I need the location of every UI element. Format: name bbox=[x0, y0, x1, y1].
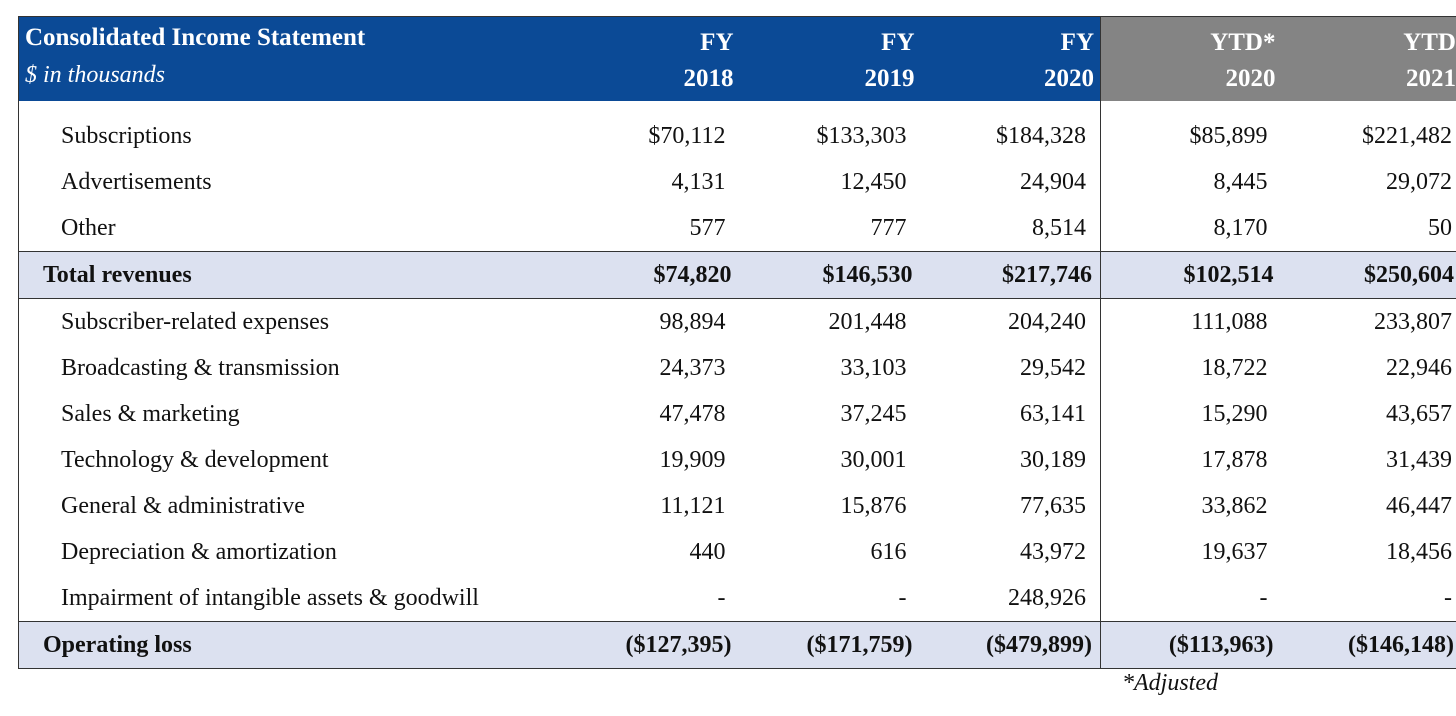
table-row: Subscriptions $70,112 $133,303 $184,328 $85,… bbox=[19, 101, 1456, 159]
row-label: Advertisements bbox=[61, 168, 212, 195]
cell-value: 15,876 bbox=[840, 492, 907, 519]
table-row: Broadcasting & transmission 24,373 33,103 2… bbox=[19, 345, 1456, 391]
cell-value: 18,456 bbox=[1386, 538, 1452, 565]
cell-value: 4,131 bbox=[671, 168, 726, 195]
cell-value: - bbox=[717, 584, 726, 611]
cell-value: 46,447 bbox=[1386, 492, 1452, 519]
column-header-fy2019: FY 2019 bbox=[739, 16, 921, 101]
table-row: Advertisements 4,131 12,450 24,904 8,445 29,0… bbox=[19, 159, 1456, 205]
cell-value: 616 bbox=[870, 538, 907, 565]
cell-value: 15,290 bbox=[1100, 391, 1282, 437]
cell-value: ($479,899) bbox=[920, 621, 1101, 669]
row-label: Broadcasting & transmission bbox=[61, 354, 340, 381]
cell-value: 47,478 bbox=[659, 400, 726, 427]
units-subtitle: $ in thousands bbox=[25, 62, 166, 88]
cell-value: 24,904 bbox=[1020, 168, 1086, 195]
row-label: Subscriptions bbox=[61, 122, 192, 149]
total-revenues-row: Total revenues $74,820 $146,530 $217,746 $10… bbox=[18, 251, 1456, 299]
column-header-ytd2020: YTD* 2020 bbox=[1100, 16, 1282, 101]
cell-value: 29,542 bbox=[1020, 354, 1086, 381]
cell-value: 19,637 bbox=[1100, 529, 1282, 575]
table-row: Impairment of intangible assets & goodwi… bbox=[19, 575, 1456, 622]
cell-value: $217,746 bbox=[920, 251, 1101, 299]
cell-value: - bbox=[1444, 584, 1452, 611]
cell-value: $184,328 bbox=[996, 122, 1086, 149]
row-label: Technology & development bbox=[61, 446, 329, 473]
column-header-ytd2021: YTD 2021 bbox=[1281, 16, 1456, 101]
cell-value: 233,807 bbox=[1374, 308, 1452, 335]
cell-value: $74,820 bbox=[558, 251, 740, 299]
table-row: Sales & marketing 47,478 37,245 63,141 15,29… bbox=[19, 391, 1456, 437]
cell-value: 50 bbox=[1428, 214, 1452, 241]
cell-value: 204,240 bbox=[1008, 308, 1086, 335]
cell-value: 440 bbox=[689, 538, 726, 565]
table-row: General & administrative 11,121 15,876 77,6… bbox=[19, 483, 1456, 529]
cell-value: 63,141 bbox=[1020, 400, 1086, 427]
cell-value: ($171,759) bbox=[739, 621, 921, 669]
row-label: Subscriber-related expenses bbox=[61, 308, 330, 335]
cell-value: 33,862 bbox=[1100, 483, 1282, 529]
cell-value: 19,909 bbox=[659, 446, 726, 473]
cell-value: 24,373 bbox=[659, 354, 726, 381]
cell-value: 31,439 bbox=[1386, 446, 1452, 473]
row-label: Impairment of intangible assets & goodwi… bbox=[61, 584, 479, 611]
row-label: Operating loss bbox=[18, 621, 559, 669]
column-header-fy2018: FY 2018 bbox=[558, 16, 740, 101]
cell-value: $70,112 bbox=[648, 122, 726, 149]
table-row: Other 577 777 8,514 8,170 50 bbox=[19, 205, 1456, 252]
cell-value: 98,894 bbox=[659, 308, 726, 335]
column-header-fy2020: FY 2020 bbox=[920, 16, 1101, 101]
cell-value: ($146,148) bbox=[1281, 621, 1456, 669]
cell-value: 201,448 bbox=[828, 308, 907, 335]
cell-value: $133,303 bbox=[816, 122, 907, 149]
cell-value: 43,972 bbox=[1020, 538, 1086, 565]
cell-value: 8,445 bbox=[1100, 159, 1282, 205]
cell-value: $250,604 bbox=[1281, 251, 1456, 299]
table-row: Subscriber-related expenses 98,894 201,448… bbox=[19, 298, 1456, 345]
row-label: General & administrative bbox=[61, 492, 305, 519]
cell-value: $146,530 bbox=[739, 251, 921, 299]
row-label: Total revenues bbox=[18, 251, 559, 299]
row-label: Other bbox=[61, 214, 116, 241]
header-row: Consolidated Income Statement $ in thous… bbox=[18, 16, 1456, 101]
cell-value: $102,514 bbox=[1100, 251, 1282, 299]
cell-value: - bbox=[898, 584, 907, 611]
cell-value: $221,482 bbox=[1362, 122, 1452, 149]
cell-value: $85,899 bbox=[1100, 101, 1282, 159]
cell-value: 8,514 bbox=[1032, 214, 1086, 241]
footnote: *Adjusted bbox=[1122, 670, 1218, 696]
cell-value: 11,121 bbox=[660, 492, 726, 519]
cell-value: 248,926 bbox=[1008, 584, 1086, 611]
cell-value: 37,245 bbox=[840, 400, 907, 427]
cell-value: 43,657 bbox=[1386, 400, 1452, 427]
table-title: Consolidated Income Statement bbox=[25, 24, 366, 51]
table-title-cell: Consolidated Income Statement $ in thous… bbox=[18, 16, 559, 101]
cell-value: 111,088 bbox=[1100, 298, 1282, 345]
cell-value: 22,946 bbox=[1386, 354, 1452, 381]
cell-value: 17,878 bbox=[1100, 437, 1282, 483]
row-label: Sales & marketing bbox=[61, 400, 240, 427]
cell-value: 77,635 bbox=[1020, 492, 1086, 519]
cell-value: - bbox=[1100, 575, 1282, 622]
cell-value: 12,450 bbox=[840, 168, 907, 195]
row-label: Depreciation & amortization bbox=[61, 538, 337, 565]
cell-value: 18,722 bbox=[1100, 345, 1282, 391]
cell-value: 777 bbox=[870, 214, 907, 241]
cell-value: ($127,395) bbox=[558, 621, 740, 669]
cell-value: 8,170 bbox=[1100, 205, 1282, 252]
table-row: Depreciation & amortization 440 616 43,972 1… bbox=[19, 529, 1456, 575]
cell-value: 29,072 bbox=[1386, 168, 1452, 195]
operating-loss-row: Operating loss ($127,395) ($171,759) ($479,… bbox=[18, 621, 1456, 669]
cell-value: 33,103 bbox=[840, 354, 907, 381]
cell-value: 577 bbox=[689, 214, 726, 241]
table-row: Technology & development 19,909 30,001 30,1… bbox=[19, 437, 1456, 483]
cell-value: ($113,963) bbox=[1100, 621, 1282, 669]
cell-value: 30,189 bbox=[1020, 446, 1086, 473]
income-statement-table: Consolidated Income Statement $ in thous… bbox=[18, 16, 1456, 669]
cell-value: 30,001 bbox=[840, 446, 907, 473]
